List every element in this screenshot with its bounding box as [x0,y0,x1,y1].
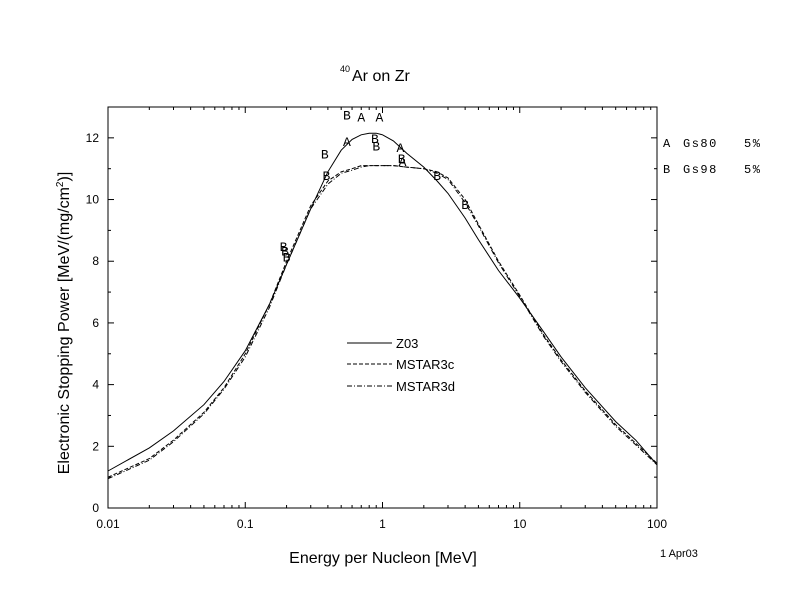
x-axis-label: Energy per Nucleon [MeV] [289,550,477,567]
data-point-b: B [283,251,291,266]
legend-label-mstar3d: MSTAR3d [396,379,455,394]
data-point-b: B [433,169,441,184]
data-point-a: A [376,110,384,125]
y-tick-label: 0 [92,501,99,515]
data-point-b: B [281,244,289,259]
data-point-b: B [461,198,469,213]
series-line-mstar3c [107,165,658,478]
svg-text:Electronic Stopping Power [MeV: Electronic Stopping Power [MeV/(mg/cm2)] [55,172,73,475]
chart-title: 40 Ar on Zr [340,64,410,85]
y-axis-label-tail: )] [56,172,73,182]
side-legend-symbol: A [663,137,671,151]
axis-ticks: 0.01 0.1 1 10 100 0 2 4 6 8 10 12 [86,106,667,531]
y-tick-label: 10 [86,193,100,207]
legend-label-z03: Z03 [396,336,418,351]
x-tick-label: 100 [647,517,667,531]
series-line-z03 [107,132,658,472]
x-tick-label: 10 [513,517,527,531]
data-point-b: B [371,132,379,147]
x-tick-label: 0.01 [96,517,120,531]
side-legend-error: 5% [744,137,761,151]
side-legend-error: 5% [744,163,761,177]
x-tick-label: 1 [379,517,386,531]
x-tick-label: 0.1 [237,517,254,531]
series-line-mstar3d [107,165,658,480]
y-axis-label-sup: 2 [55,181,66,187]
side-legend-symbol: B [663,163,670,177]
y-tick-label: 4 [92,378,99,392]
y-tick-label: 2 [92,439,99,453]
y-tick-label: 12 [86,131,100,145]
date-label: 1 Apr03 [660,548,698,560]
data-point-b: B [321,147,329,162]
data-point-a: A [357,110,365,125]
y-tick-label: 6 [92,316,99,330]
data-point-b: B [280,240,288,255]
plot-frame [107,106,658,509]
legend-label-mstar3c: MSTAR3c [396,357,455,372]
data-point-a: A [343,135,351,150]
side-legend-label: Gs98 [683,163,718,177]
data-point-b: B [322,169,330,184]
data-point-a: A [396,141,404,156]
plot-border [107,106,658,509]
side-legend: A Gs80 5% B Gs98 5% [663,137,761,177]
title-text: Ar on Zr [352,68,410,85]
data-point-a: A [399,155,407,170]
side-legend-label: Gs80 [683,137,718,151]
data-point-b: B [343,109,351,124]
title-superscript: 40 [340,64,350,74]
y-axis-label-main: Electronic Stopping Power [MeV/(mg/cm [56,187,73,474]
data-point-b: B [372,140,380,155]
y-axis-label: Electronic Stopping Power [MeV/(mg/cm2)] [55,172,73,475]
y-tick-label: 8 [92,254,99,268]
legend: Z03 MSTAR3c MSTAR3d [347,336,455,394]
series-lines [107,132,658,480]
data-point-b: B [398,152,406,167]
